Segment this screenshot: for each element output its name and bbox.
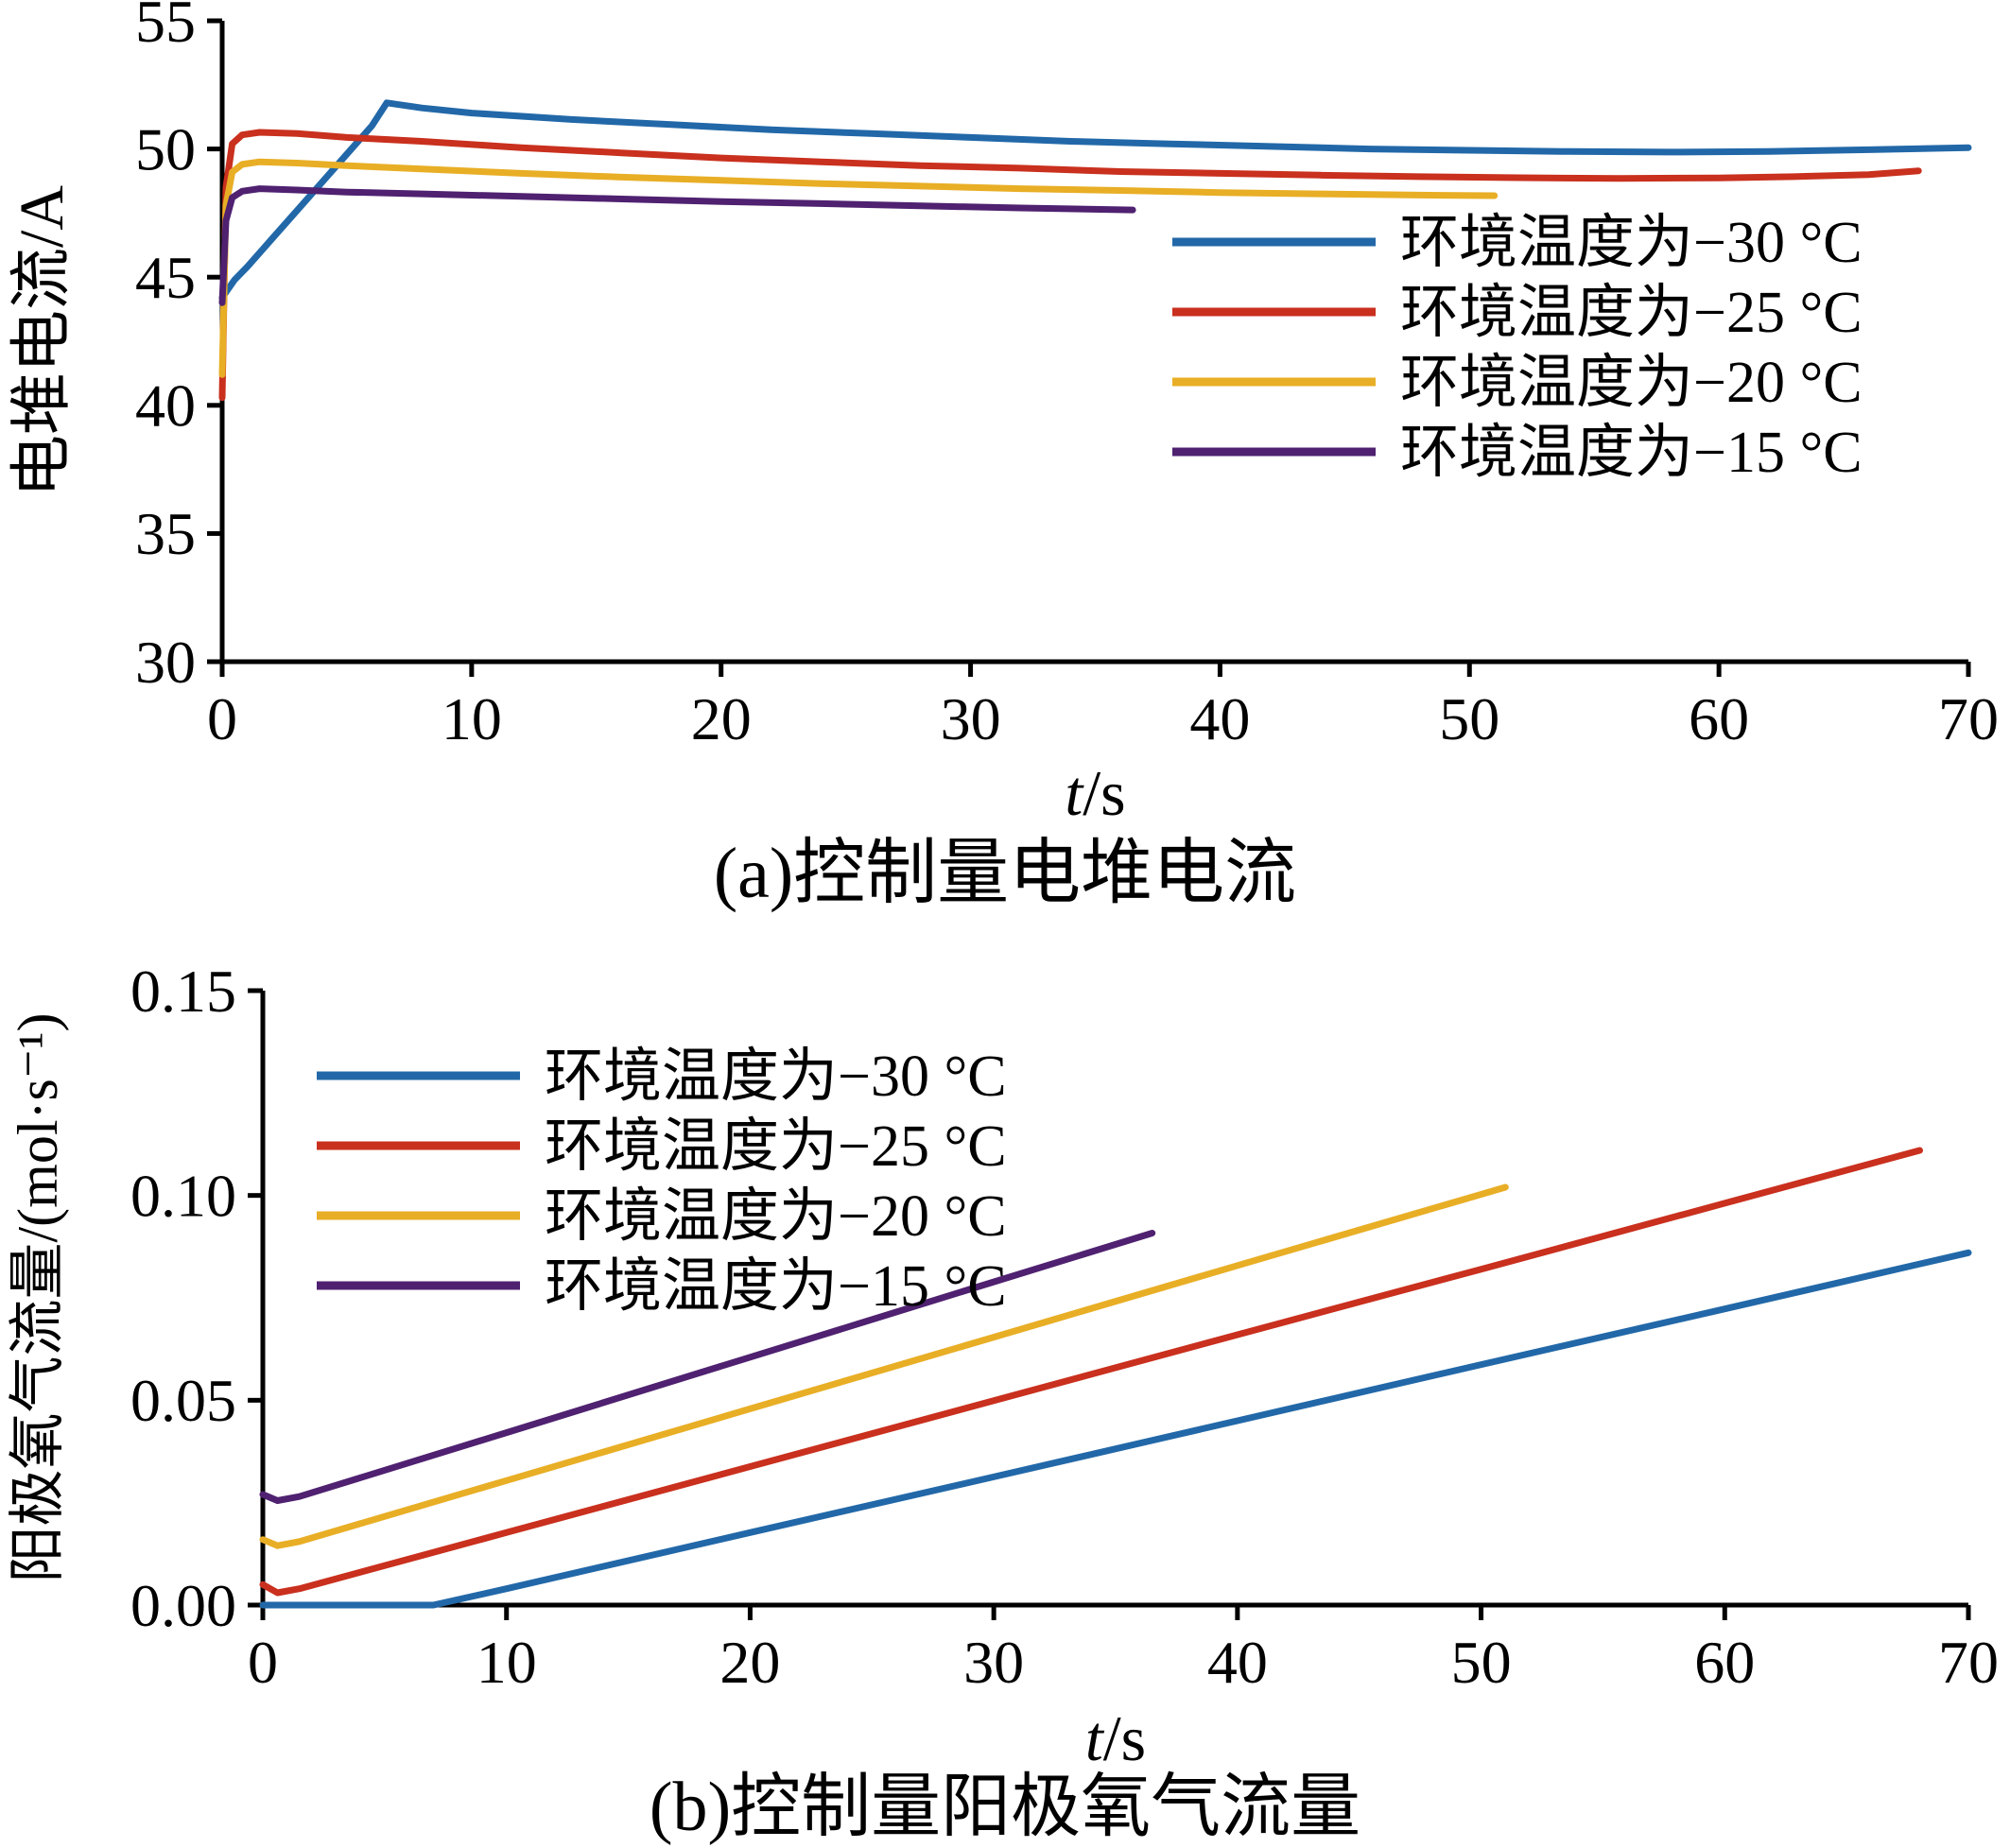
legend-label-2: 环境温度为−20 °C: [1400, 351, 1863, 415]
x-tick-label: 0: [207, 685, 237, 752]
legend-label-2: 环境温度为−20 °C: [545, 1184, 1007, 1249]
y-tick-label: 35: [135, 500, 196, 567]
x-tick-label: 60: [1694, 1629, 1755, 1696]
y-axis-label: 电堆电流/A: [8, 185, 77, 497]
x-tick-label: 70: [1938, 1629, 1999, 1696]
x-tick-label: 20: [691, 685, 752, 752]
legend-label-1: 环境温度为−25 °C: [545, 1114, 1007, 1179]
x-axis-label: t/s: [1065, 757, 1125, 824]
legend-label-3: 环境温度为−15 °C: [545, 1254, 1007, 1319]
series-line-1: [259, 1147, 1923, 1597]
y-tick-label: 55: [135, 0, 196, 55]
chart-b-anode-oxygen-flow: 0 10 20 30 40 50 60 70 0.00 0.05 0.10 0.15 t/s 阳极氧气流量…: [7, 958, 1999, 1773]
y-tick-label: 50: [135, 115, 196, 182]
x-tick-label: 30: [963, 1629, 1024, 1696]
x-tick-label: 50: [1451, 1629, 1512, 1696]
x-tick-label: 60: [1689, 685, 1749, 752]
y-tick-label: 0.00: [130, 1572, 236, 1639]
series-line-0: [218, 99, 1972, 302]
x-tick-label: 70: [1938, 685, 1999, 752]
legend-label-0: 环境温度为−30 °C: [545, 1045, 1007, 1109]
y-tick-label: 0.15: [130, 958, 236, 1025]
x-axis-label: t/s: [1085, 1702, 1146, 1773]
series-line-3: [259, 1230, 1156, 1504]
x-tick-label: 0: [248, 1629, 278, 1696]
x-tick-label: 40: [1189, 685, 1250, 752]
x-tick-label: 20: [719, 1629, 780, 1696]
y-tick-label: 45: [135, 244, 196, 311]
series-line-0: [259, 1249, 1972, 1609]
legend-label-1: 环境温度为−25 °C: [1400, 281, 1863, 345]
legend-label-3: 环境温度为−15 °C: [1400, 421, 1863, 485]
y-tick-label: 30: [135, 629, 196, 696]
chart-a-stack-current: 0 10 20 30 40 50 60 70 30 35 40 45 50 55 t/s 电堆电流/A 环境温度…: [8, 0, 1999, 824]
x-tick-label: 10: [442, 685, 502, 752]
x-tick-label: 10: [477, 1629, 537, 1696]
y-axis-label: 阳极氧气流量/(mol·s⁻¹): [7, 1013, 69, 1583]
series-line-1: [218, 129, 1922, 402]
series-line-3: [218, 185, 1136, 306]
series-line-2: [259, 1183, 1509, 1549]
caption-b: (b)控制量阳极氧气流量: [649, 1769, 1361, 1846]
legend-label-0: 环境温度为−30 °C: [1400, 211, 1863, 275]
caption-a: (a)控制量电堆电流: [713, 834, 1297, 913]
y-tick-label: 0.05: [130, 1367, 236, 1434]
y-tick-label: 40: [135, 372, 196, 440]
y-tick-label: 0.10: [130, 1162, 236, 1229]
x-tick-label: 30: [941, 685, 1001, 752]
x-tick-label: 50: [1439, 685, 1499, 752]
series-line-2: [218, 158, 1499, 378]
x-tick-label: 40: [1207, 1629, 1268, 1696]
